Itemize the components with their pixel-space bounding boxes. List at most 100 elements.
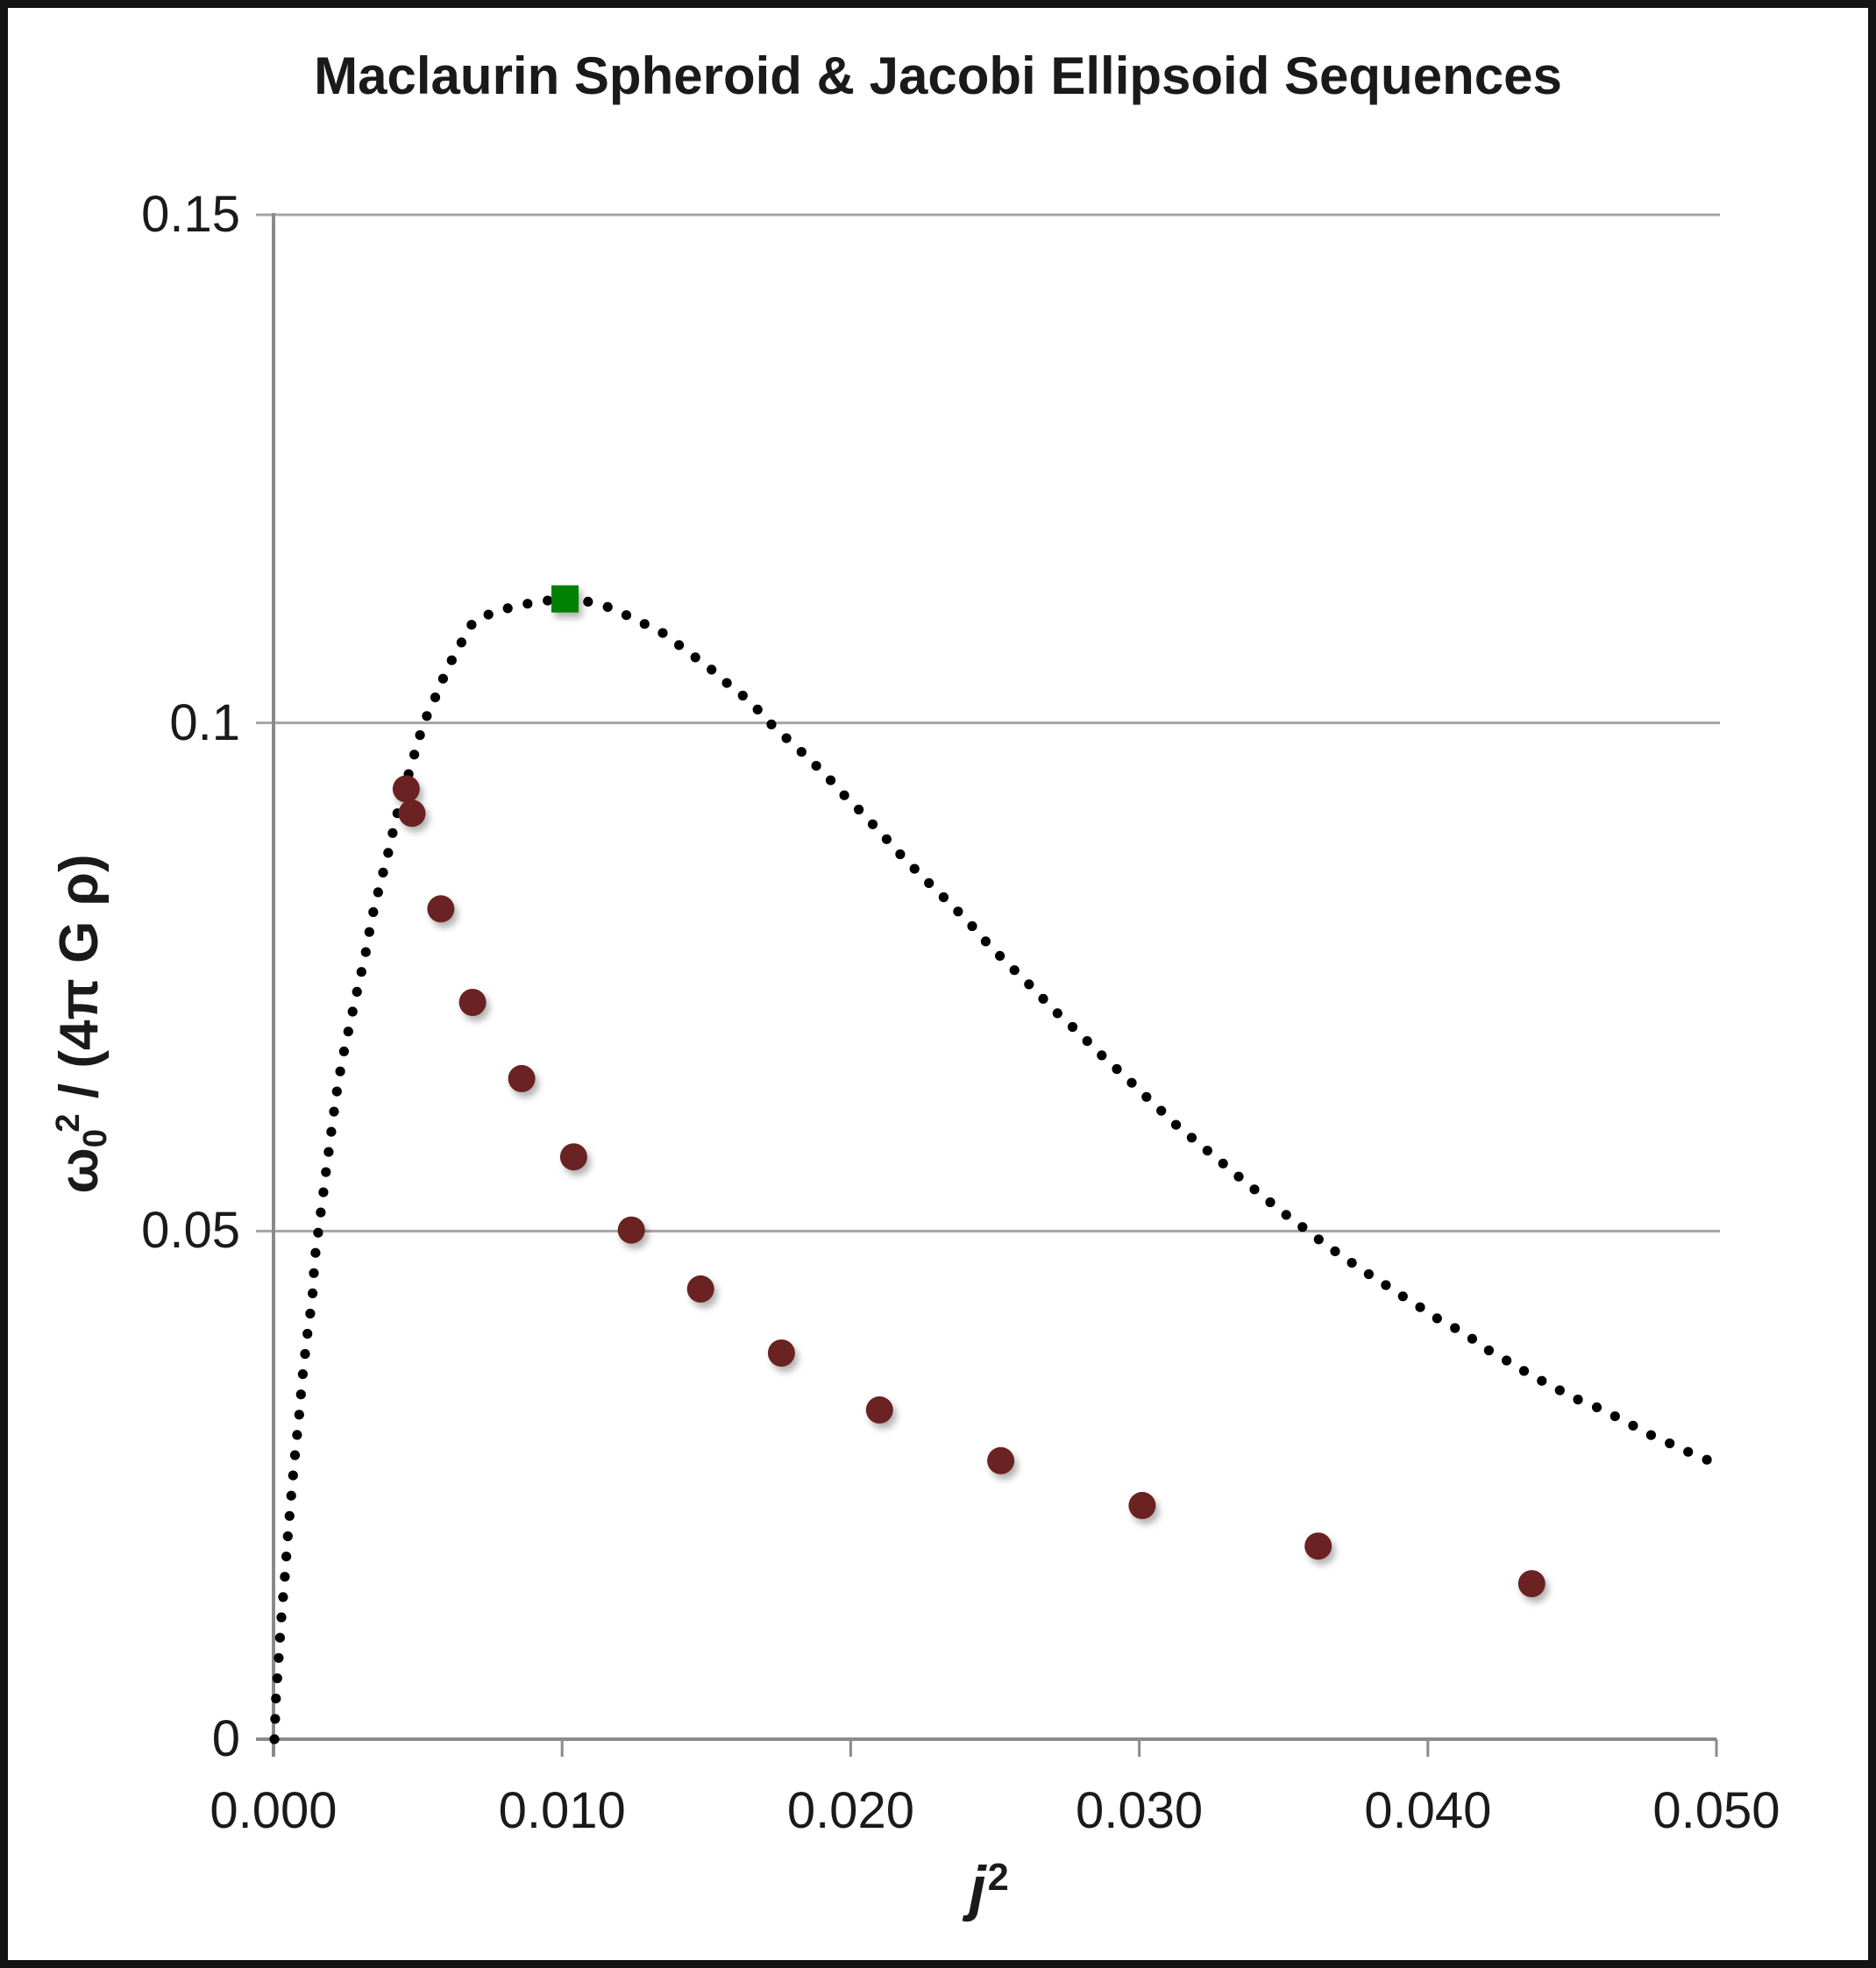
jacobi-point: [865, 1396, 893, 1424]
y-tick-label: 0.05: [141, 1202, 240, 1260]
maclaurin-curve-dot: [295, 1389, 306, 1400]
x-tick-label: 0.040: [1364, 1782, 1492, 1839]
maclaurin-curve-dot: [502, 603, 513, 614]
jacobi-point: [686, 1275, 714, 1303]
maclaurin-curve-dot: [269, 1734, 280, 1744]
jacobi-point: [1128, 1491, 1156, 1519]
y-axis-title-part: 2: [49, 1113, 87, 1133]
maclaurin-curve-dot: [1573, 1394, 1583, 1405]
x-tick-label: 0.010: [498, 1782, 626, 1839]
jacobi-point: [398, 799, 426, 828]
gridlines: [256, 213, 1720, 1233]
maclaurin-curve-dot: [1483, 1345, 1494, 1356]
maclaurin-curve-dot: [1665, 1438, 1675, 1449]
maclaurin-curve-dot: [854, 804, 864, 815]
y-axis-title: ω02 / (4π G ρ): [26, 629, 114, 1418]
maclaurin-curve-dot: [1281, 1210, 1291, 1220]
maclaurin-curve-dot: [316, 1207, 326, 1218]
x-tick-label: 0.030: [1076, 1782, 1204, 1839]
maclaurin-curve-dot: [924, 877, 934, 889]
jacobi-scatter-points: [392, 775, 1546, 1598]
maclaurin-curve-dot: [674, 640, 685, 650]
maclaurin-curve-dot: [1141, 1091, 1152, 1102]
maclaurin-curve-dot: [1518, 1366, 1530, 1376]
maclaurin-curve-dot: [1082, 1036, 1092, 1047]
maclaurin-curve-dot: [321, 1167, 331, 1177]
y-tick-label: 0.1: [169, 693, 240, 751]
maclaurin-curve-dot: [980, 936, 991, 947]
jacobi-point: [559, 1143, 587, 1171]
maclaurin-curve-dot: [1186, 1133, 1197, 1143]
maclaurin-curve-dot: [602, 601, 613, 613]
maclaurin-curve-dot: [331, 1086, 342, 1097]
jacobi-point: [767, 1339, 795, 1367]
maclaurin-curve-dot: [909, 863, 920, 874]
maclaurin-curve-dot: [364, 927, 374, 937]
maclaurin-curve-dot: [1067, 1021, 1078, 1033]
maclaurin-curve-dot: [967, 920, 977, 932]
maclaurin-curve-dot: [281, 1552, 292, 1562]
maclaurin-curve-dot: [352, 986, 362, 997]
maclaurin-curve-dot: [368, 906, 379, 918]
maclaurin-curve-dot: [466, 620, 477, 630]
maclaurin-curve-dot: [1363, 1268, 1374, 1280]
maclaurin-curve-dot: [1112, 1063, 1122, 1075]
maclaurin-curve-dot: [1537, 1375, 1547, 1386]
maclaurin-curve-dot: [543, 595, 553, 606]
maclaurin-curve-dot: [1450, 1323, 1460, 1333]
maclaurin-curve-dot: [1038, 993, 1048, 1004]
maclaurin-curve-dot: [1024, 979, 1034, 990]
maclaurin-curve-dot: [338, 1046, 349, 1056]
y-axis-title-part: / (4π G ρ): [49, 854, 110, 1114]
maclaurin-curve-dot: [274, 1632, 285, 1643]
maclaurin-curve-dot: [1702, 1454, 1712, 1465]
maclaurin-curve-dot: [811, 761, 821, 771]
maclaurin-curve-dot: [335, 1066, 345, 1076]
maclaurin-curve-dot: [284, 1510, 295, 1521]
maclaurin-curve-dot: [373, 887, 383, 898]
maclaurin-curve-dot: [690, 652, 700, 663]
jacobi-point: [508, 1064, 536, 1092]
maclaurin-curve-dot: [1554, 1385, 1565, 1396]
maclaurin-curve-dot: [446, 655, 457, 665]
maclaurin-curve-dot: [707, 664, 717, 675]
jacobi-point: [458, 989, 487, 1016]
maclaurin-curve-dot: [326, 1126, 337, 1137]
maclaurin-curve-dot: [1218, 1158, 1228, 1169]
jacobi-point: [1517, 1570, 1546, 1598]
x-tick-label: 0.050: [1652, 1782, 1780, 1839]
bifurcation-square-marker: [551, 585, 579, 613]
maclaurin-curve-dot: [278, 1592, 288, 1602]
chart-title: Maclaurin Spheroid & Jacobi Ellipsoid Se…: [314, 46, 1562, 105]
maclaurin-curve-dot: [1249, 1184, 1260, 1195]
maclaurin-curve-dot: [387, 828, 398, 838]
maclaurin-curve-dot: [271, 1694, 281, 1704]
maclaurin-curve-dot: [270, 1714, 281, 1724]
maclaurin-curve-dot: [294, 1410, 304, 1420]
maclaurin-curve-dot: [308, 1288, 318, 1298]
maclaurin-curve-dot: [313, 1227, 323, 1238]
maclaurin-curve-dot: [1265, 1197, 1276, 1208]
axis-tick-marks: [272, 1739, 1718, 1757]
x-axis-title-exponent: 2: [987, 1857, 1009, 1899]
maclaurin-dotted-curve: [269, 593, 1712, 1744]
maclaurin-curve-dot: [657, 628, 668, 638]
maclaurin-curve-dot: [343, 1027, 353, 1037]
maclaurin-curve-dot: [781, 733, 792, 743]
maclaurin-curve-dot: [766, 719, 777, 730]
maclaurin-curve-dot: [318, 1187, 329, 1197]
maclaurin-curve-dot: [953, 906, 963, 917]
maclaurin-curve-dot: [456, 637, 467, 648]
maclaurin-curve-dot: [383, 848, 394, 858]
maclaurin-curve-dot: [867, 819, 878, 829]
maclaurin-curve-dot: [1330, 1246, 1340, 1256]
maclaurin-curve-dot: [1097, 1050, 1107, 1061]
maclaurin-curve-dot: [437, 673, 448, 684]
maclaurin-curve-dot: [1009, 965, 1020, 976]
maclaurin-curve-dot: [1645, 1430, 1656, 1440]
maclaurin-curve-dot: [292, 1430, 302, 1440]
maclaurin-curve-dot: [881, 834, 892, 844]
maclaurin-curve-dot: [796, 747, 807, 757]
maclaurin-curve-dot: [297, 1369, 308, 1380]
maclaurin-curve-dot: [409, 750, 420, 760]
